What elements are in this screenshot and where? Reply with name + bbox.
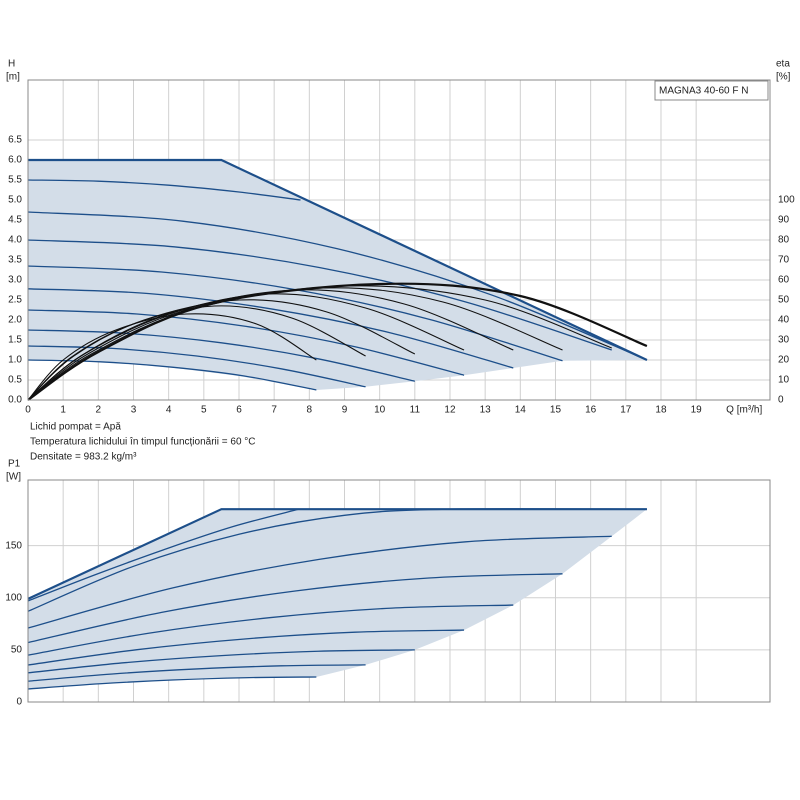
y-tick-label: 50 bbox=[11, 645, 23, 656]
curve bbox=[27, 604, 514, 656]
curve bbox=[27, 179, 301, 201]
curve bbox=[27, 508, 299, 602]
efficiency-curve bbox=[27, 289, 514, 401]
y-tick-label: 5.5 bbox=[8, 175, 22, 186]
legend-text: MAGNA3 40-60 F N bbox=[659, 86, 748, 97]
x-tick-label: 2 bbox=[96, 405, 102, 416]
x-tick-label: 14 bbox=[515, 405, 527, 416]
y2-tick-label: 20 bbox=[778, 355, 790, 366]
annotation: Lichid pompat = Apă bbox=[30, 422, 121, 433]
x-tick-label: 18 bbox=[655, 405, 667, 416]
x-tick-label: 10 bbox=[374, 405, 386, 416]
y-tick-label: 2.0 bbox=[8, 315, 22, 326]
x-axis-label: Q [m³/h] bbox=[726, 405, 762, 416]
y-tick-label: 4.0 bbox=[8, 235, 22, 246]
y-tick-label: 100 bbox=[5, 592, 22, 603]
curve bbox=[27, 664, 366, 682]
x-tick-label: 1 bbox=[60, 405, 66, 416]
y-axis-label: P1 bbox=[8, 459, 21, 470]
curve bbox=[27, 508, 647, 600]
y2-tick-label: 100 bbox=[778, 195, 795, 206]
y-tick-label: 0 bbox=[16, 697, 22, 708]
y2-tick-label: 10 bbox=[778, 375, 790, 386]
x-tick-label: 12 bbox=[444, 405, 456, 416]
y-axis-unit: [W] bbox=[6, 472, 21, 483]
y-tick-label: 0.0 bbox=[8, 395, 22, 406]
y2-tick-label: 30 bbox=[778, 335, 790, 346]
plot-frame bbox=[27, 79, 771, 401]
y2-tick-label: 0 bbox=[778, 395, 784, 406]
annotation: Densitate = 983.2 kg/m³ bbox=[30, 452, 137, 463]
y-tick-label: 4.5 bbox=[8, 215, 22, 226]
area bbox=[28, 509, 647, 689]
efficiency-curve bbox=[27, 282, 648, 401]
x-tick-label: 5 bbox=[201, 405, 207, 416]
x-tick-label: 7 bbox=[271, 405, 277, 416]
y-tick-label: 0.5 bbox=[8, 375, 22, 386]
y2-axis-label: eta bbox=[776, 59, 790, 70]
y-tick-label: 6.5 bbox=[8, 135, 22, 146]
plot-frame bbox=[27, 479, 771, 703]
y2-tick-label: 80 bbox=[778, 235, 790, 246]
curve bbox=[27, 535, 612, 629]
curve bbox=[27, 329, 415, 382]
y2-tick-label: 60 bbox=[778, 275, 790, 286]
x-tick-label: 6 bbox=[236, 405, 242, 416]
y-tick-label: 6.0 bbox=[8, 155, 22, 166]
y-axis-unit: [m] bbox=[6, 72, 20, 83]
curve bbox=[27, 211, 648, 361]
y-tick-label: 1.0 bbox=[8, 355, 22, 366]
curve bbox=[27, 288, 514, 369]
y-tick-label: 2.5 bbox=[8, 295, 22, 306]
annotation: Temperatura lichidului în timpul funcțio… bbox=[30, 437, 256, 448]
y-tick-label: 1.5 bbox=[8, 335, 22, 346]
curve bbox=[27, 649, 415, 674]
curve bbox=[27, 345, 366, 388]
x-tick-label: 17 bbox=[620, 405, 632, 416]
x-tick-label: 3 bbox=[131, 405, 137, 416]
x-tick-label: 15 bbox=[550, 405, 562, 416]
y2-tick-label: 50 bbox=[778, 295, 790, 306]
legend-box bbox=[654, 80, 769, 101]
x-tick-label: 4 bbox=[166, 405, 172, 416]
curve bbox=[27, 573, 563, 644]
y-tick-label: 150 bbox=[5, 540, 22, 551]
y2-axis-unit: [%] bbox=[776, 72, 791, 83]
x-tick-label: 19 bbox=[691, 405, 703, 416]
curve bbox=[27, 239, 612, 351]
x-tick-label: 16 bbox=[585, 405, 597, 416]
x-tick-label: 9 bbox=[342, 405, 348, 416]
x-tick-label: 0 bbox=[25, 405, 31, 416]
y-axis-label: H bbox=[8, 59, 15, 70]
x-tick-label: 11 bbox=[410, 405, 421, 416]
curve bbox=[27, 629, 465, 666]
y-tick-label: 3.0 bbox=[8, 275, 22, 286]
y2-tick-label: 40 bbox=[778, 315, 790, 326]
y-tick-label: 3.5 bbox=[8, 255, 22, 266]
y-tick-label: 5.0 bbox=[8, 195, 22, 206]
curve bbox=[27, 309, 465, 376]
y2-tick-label: 90 bbox=[778, 215, 790, 226]
x-tick-label: 13 bbox=[480, 405, 492, 416]
area bbox=[28, 160, 647, 390]
y2-tick-label: 70 bbox=[778, 255, 790, 266]
x-tick-label: 8 bbox=[307, 405, 313, 416]
curve bbox=[27, 676, 317, 690]
